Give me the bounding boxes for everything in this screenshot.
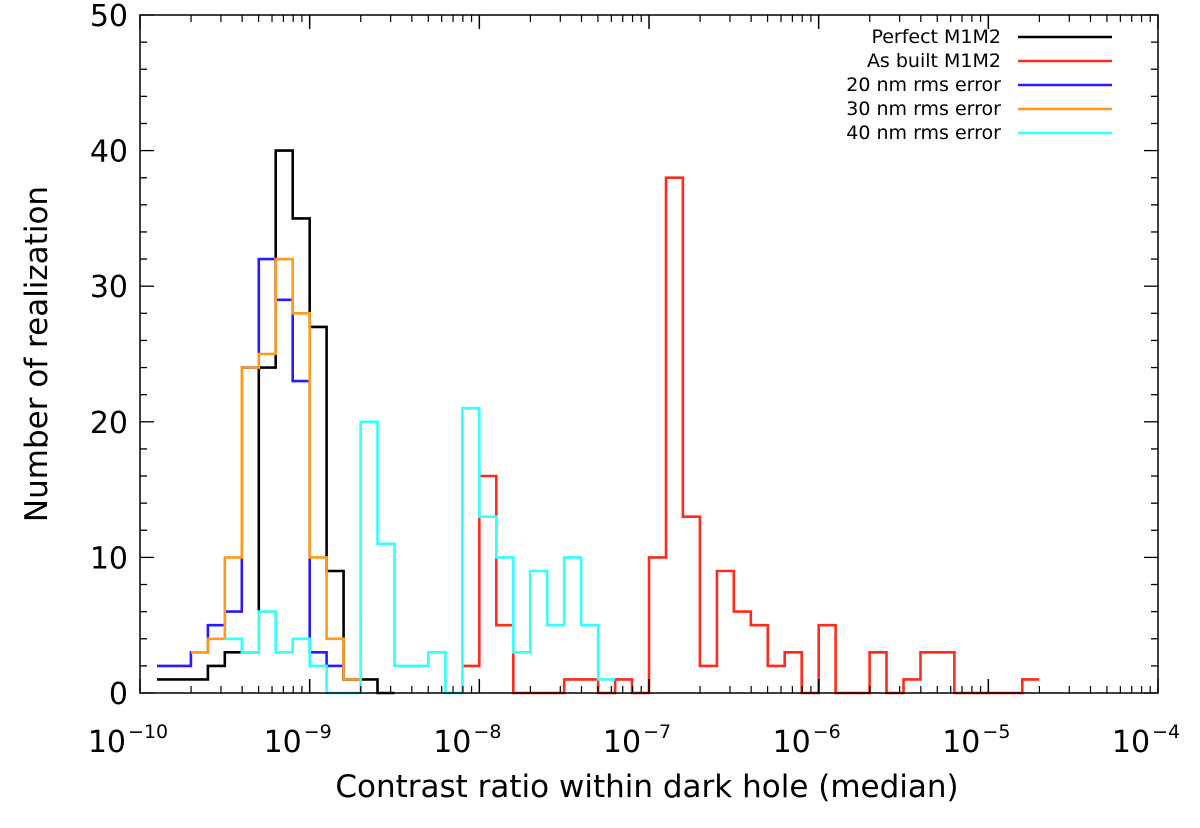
y-axis-title: Number of realization (19, 186, 55, 522)
x-tick-label: 10 −8 (433, 721, 501, 760)
y-tick-label: 20 (90, 406, 128, 441)
legend-label-4: 40 nm rms error (846, 122, 1001, 144)
x-tick-label: 10 −9 (264, 721, 332, 760)
series-line-4 (224, 406, 616, 695)
y-tick-label: 10 (90, 541, 128, 576)
tick-labels-layer: 10 −10 10 −9 10 −8 10 −7 10 −6 10 −5 10 −4 0 10 20 30 40 50 (88, 0, 1180, 760)
series-line-1 (462, 176, 1040, 695)
series-line-3 (190, 257, 361, 681)
x-tick-label: 10 −5 (942, 721, 1010, 760)
y-tick-label: 0 (109, 677, 128, 712)
y-tick-label: 40 (90, 135, 128, 170)
y-tick-label: 30 (90, 270, 128, 305)
legend-label-2: 20 nm rms error (846, 74, 1001, 96)
x-tick-label: 10 −4 (1112, 721, 1180, 760)
x-tick-label: 10 −10 (88, 721, 168, 760)
x-tick-label: 10 −7 (603, 721, 671, 760)
y-tick-label: 50 (90, 0, 128, 34)
series-layer (157, 149, 1040, 695)
x-tick-label: 10 −6 (773, 721, 841, 760)
ticks-layer (139, 14, 1159, 694)
x-axis-title: Contrast ratio within dark hole (median) (335, 769, 958, 805)
legend-label-0: Perfect M1M2 (871, 26, 1001, 48)
legend-label-3: 30 nm rms error (846, 98, 1001, 120)
legend-label-1: As built M1M2 (867, 50, 1001, 72)
